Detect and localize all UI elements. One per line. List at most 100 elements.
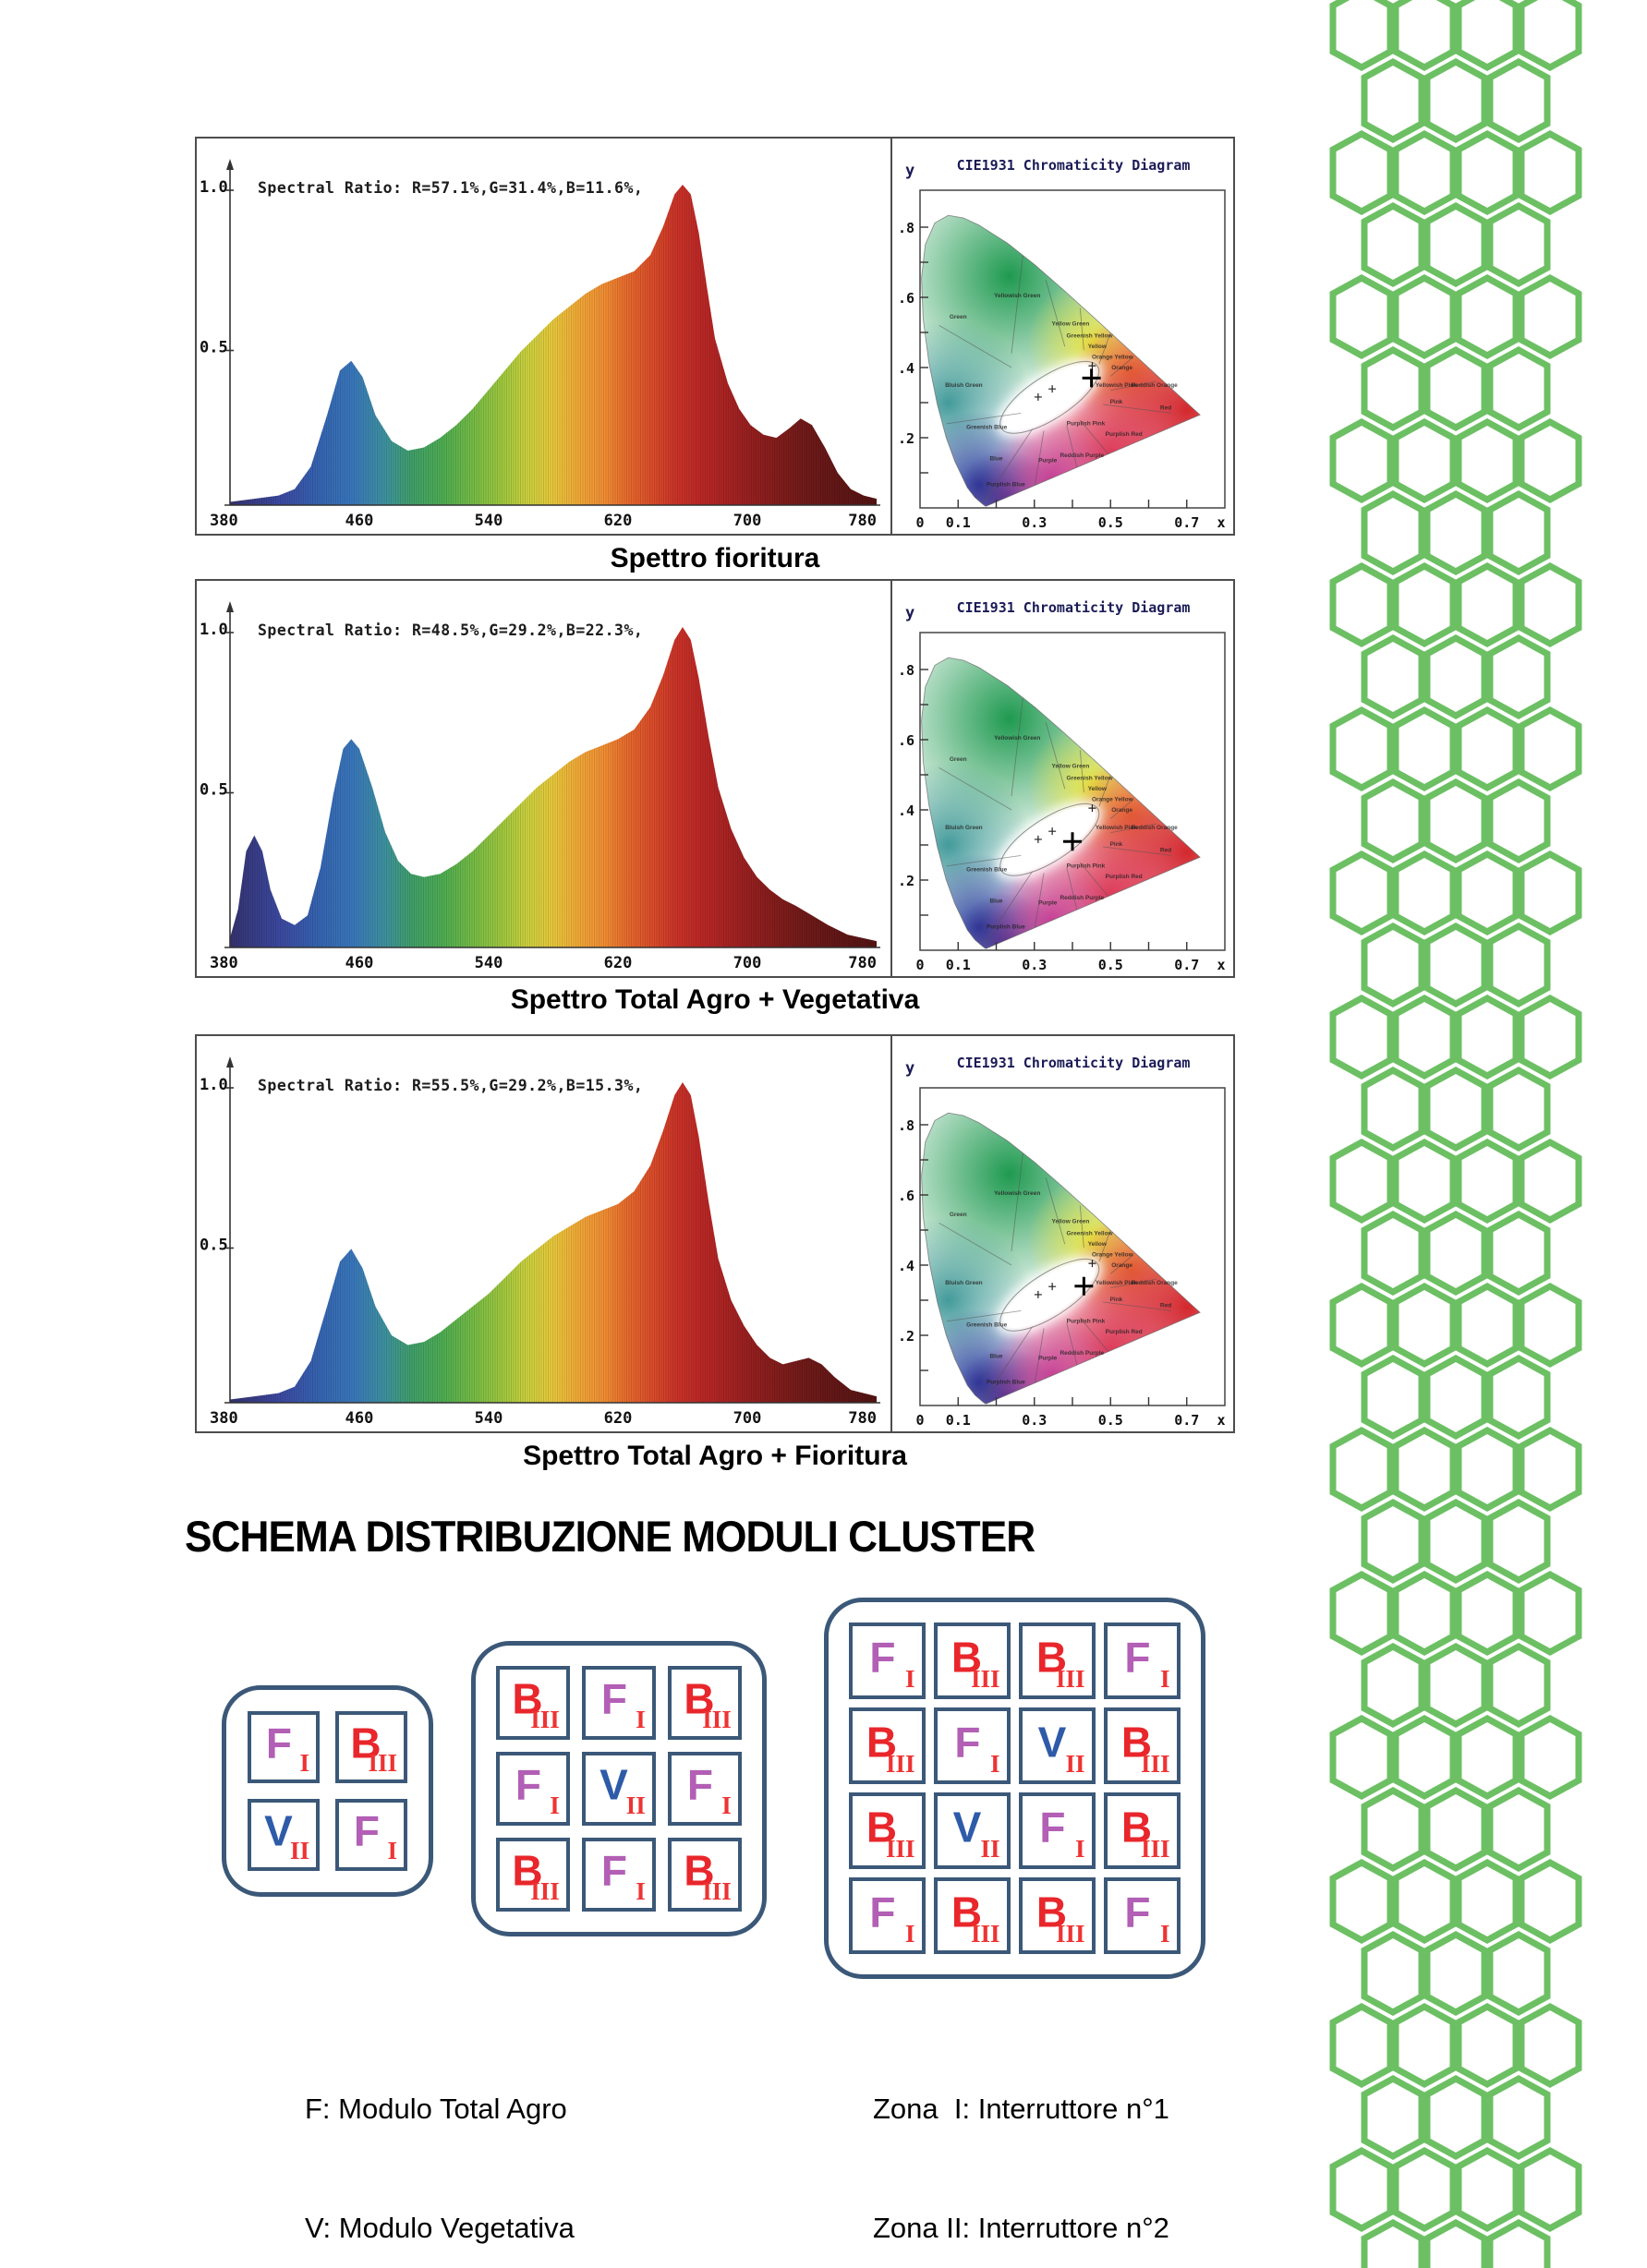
cie-x-tick-label: 0.1 — [946, 1412, 971, 1429]
cluster-grid-2x2: F I B III V II F I — [222, 1685, 433, 1897]
honeycomb-icon — [1329, 0, 1582, 2268]
x-tick-label: 620 — [604, 512, 633, 530]
cie-region-label: Purplish Pink — [1067, 1319, 1106, 1325]
zone-numeral: I — [904, 1919, 915, 1948]
zone-numeral: III — [1140, 1834, 1170, 1863]
hexagon-icon — [1329, 706, 1394, 791]
cie-region-label: Orange — [1111, 1262, 1132, 1269]
x-tick-label: 380 — [210, 1409, 238, 1428]
hexagon-icon — [1486, 1931, 1551, 2016]
zone-numeral: I — [1074, 1834, 1085, 1863]
hexagon-icon — [1329, 1859, 1394, 1944]
cie-y-tick-label: .2 — [898, 430, 914, 447]
cie-region-label: Greenish Blue — [966, 867, 1007, 874]
hexagon-icon — [1423, 2219, 1488, 2268]
hexagon-icon — [1329, 274, 1394, 359]
hexagon-icon — [1392, 850, 1457, 935]
reference-point-marker — [1088, 362, 1096, 370]
hexagon-icon — [1486, 346, 1551, 431]
hexagon-icon — [1486, 1355, 1551, 1440]
cluster-grid-3x3: B III F I B III F I V II F I B III F I B III — [471, 1641, 767, 1936]
cie-region-label: Green — [950, 1212, 967, 1218]
hexagon-icon — [1518, 850, 1582, 935]
legend-line: V: Modulo Vegetativa — [305, 2212, 575, 2244]
cie-region-label: Yellow Green — [1052, 1218, 1090, 1224]
cluster-cell-B-III: B III — [1019, 1877, 1096, 1954]
legend-line: Zona I: Interruttore n°1 — [873, 2093, 1169, 2125]
cie-diagram: CIE1931 Chromaticity Diagram y Green Yellow… — [898, 157, 1226, 531]
hexagon-icon — [1361, 634, 1425, 719]
cie-diagram: CIE1931 Chromaticity Diagram y Green Yellow… — [898, 1055, 1226, 1429]
cluster-grid-4x4: F I B III B III F I B III F I V II B III B III V II F I B III F I… — [824, 1598, 1205, 1979]
y-tick-label: 1.0 — [200, 178, 228, 197]
hexagon-icon — [1392, 0, 1457, 71]
zone-numeral: III — [530, 1705, 560, 1733]
cie-region-label: Yellowish Pink — [1096, 382, 1138, 389]
cie-x-tick-label: 0 — [915, 514, 924, 531]
cluster-cell-B-III: B III — [934, 1877, 1011, 1954]
hexagon-icon — [1361, 1499, 1425, 1584]
hexagon-icon — [1455, 418, 1520, 503]
hexagon-icon — [1455, 1283, 1520, 1368]
chart-caption: Spettro Total Agro + Fioritura — [523, 1441, 907, 1471]
cie-x-axis-label: x — [1217, 1412, 1225, 1429]
hexagon-icon — [1361, 1643, 1425, 1728]
cie-region-label: Orange — [1111, 807, 1132, 814]
cie-region-label: Purplish Red — [1106, 431, 1143, 438]
hexagon-icon — [1329, 995, 1394, 1080]
hexagon-icon — [1423, 1211, 1488, 1296]
cie-region-label: Blue — [989, 456, 1002, 463]
cie-y-tick-label: .2 — [898, 873, 914, 889]
cluster-cell-B-III: B III — [496, 1666, 570, 1740]
hexagon-icon — [1455, 2003, 1520, 2088]
hexagon-icon — [1455, 995, 1520, 1080]
module-letter: F — [954, 1717, 981, 1766]
hexagon-icon — [1361, 202, 1425, 287]
hexagon-icon — [1361, 1355, 1425, 1440]
cie-region-label: Bluish Green — [945, 1280, 982, 1286]
cluster-cell-B-III: B III — [934, 1623, 1011, 1699]
x-tick-label: 700 — [733, 954, 762, 972]
hexagon-icon — [1329, 2003, 1394, 2088]
cie-region-label: Reddish Orange — [1132, 825, 1179, 831]
zone-numeral: II — [625, 1791, 646, 1819]
zone-numeral: III — [970, 1664, 1000, 1693]
spectrum-bars-texture — [230, 627, 877, 947]
hexagon-icon — [1392, 1139, 1457, 1224]
hexagon-icon — [1392, 995, 1457, 1080]
module-letter: B — [1120, 1802, 1153, 1851]
hexagon-icon — [1486, 202, 1551, 287]
spectrum-chart: 1.0 0.5 380 460 540 620 700 780 Spectral Ratio: … — [200, 601, 880, 972]
y-tick-label: 1.0 — [200, 621, 228, 639]
cie-y-tick-label: .8 — [898, 662, 914, 679]
zone-numeral: I — [636, 1705, 646, 1733]
hexagon-icon — [1329, 418, 1394, 503]
cie-region-label: Pink — [1110, 841, 1123, 848]
hexagon-icon — [1392, 2003, 1457, 2088]
cie-region-label: Yellow Green — [1052, 320, 1090, 327]
hexagon-icon — [1392, 562, 1457, 647]
reference-point-marker — [1088, 1260, 1096, 1268]
chromaticity-point-marker — [1082, 368, 1101, 388]
zone-numeral: I — [1159, 1664, 1170, 1693]
spectral-ratio-label: Spectral Ratio: R=48.5%,G=29.2%,B=22.3%, — [258, 621, 643, 639]
cie-region-label: Red — [1160, 405, 1171, 412]
hexagon-icon — [1423, 1067, 1488, 1152]
module-letter: V — [264, 1806, 293, 1855]
cie-x-tick-label: 0.3 — [1022, 957, 1047, 973]
cluster-cell-V-II: V II — [248, 1799, 320, 1871]
cie-x-tick-label: 0.5 — [1098, 1412, 1123, 1429]
hexagon-icon — [1455, 1139, 1520, 1224]
cie-x-tick-label: 0.5 — [1098, 514, 1123, 531]
zone-numeral: III — [885, 1834, 915, 1863]
module-letter: B — [350, 1719, 381, 1767]
hexagon-icon — [1392, 2147, 1457, 2232]
cie-region-label: Purplish Red — [1106, 1329, 1143, 1335]
cie-region-label: Yellowish Green — [994, 1190, 1040, 1197]
hexagon-icon — [1455, 2147, 1520, 2232]
cie-diagram: CIE1931 Chromaticity Diagram y Green Yellow… — [898, 599, 1226, 973]
cie-x-tick-label: 0.7 — [1174, 1412, 1199, 1429]
